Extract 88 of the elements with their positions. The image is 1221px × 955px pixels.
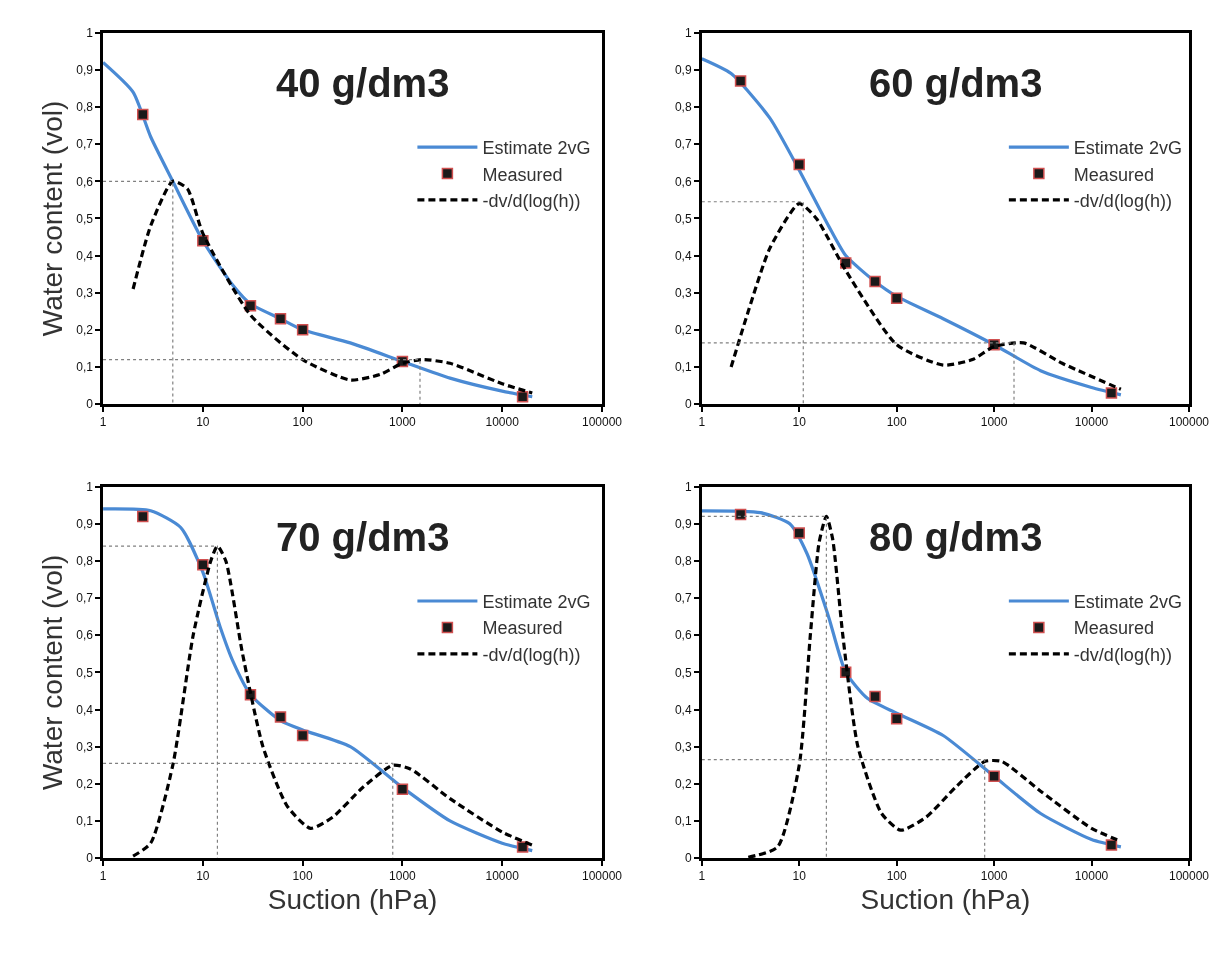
y-tick-label: 1 xyxy=(86,479,94,494)
y-tick-label: 0,3 xyxy=(674,739,692,754)
text: 60 g/dm3 xyxy=(869,61,1043,105)
x-tick-label: 10000 xyxy=(1074,415,1109,430)
y-tick-label: 0,1 xyxy=(674,360,692,375)
y-tick-label: 0,6 xyxy=(76,628,94,643)
y-tick-label: 1 xyxy=(684,479,692,494)
y-tick-label: 0 xyxy=(86,397,94,412)
y-tick-label: 0,5 xyxy=(76,211,94,226)
x-tick-label: 100 xyxy=(886,869,907,884)
legend-label: Estimate 2vG xyxy=(1073,592,1182,613)
x-axis-title: Suction (hPa) xyxy=(860,884,1031,916)
legend-label: Estimate 2vG xyxy=(482,592,591,613)
y-tick-label: 0,1 xyxy=(674,814,692,829)
y-tick-label: 0,5 xyxy=(674,211,692,226)
x-tick-label: 1 xyxy=(698,415,706,430)
x-tick-label: 100 xyxy=(292,869,313,884)
legend-label: Estimate 2vG xyxy=(1073,138,1182,159)
text: 40 g/dm3 xyxy=(276,61,450,105)
legend-label: Measured xyxy=(1073,164,1154,185)
y-tick-label: 1 xyxy=(684,25,692,40)
x-tick-label: 10 xyxy=(196,415,210,430)
x-tick-label: 1 xyxy=(698,869,706,884)
y-tick-label: 0,6 xyxy=(76,174,94,189)
y-tick-label: 0,9 xyxy=(674,517,692,532)
y-tick-label: 0 xyxy=(684,397,692,412)
y-tick-label: 0,3 xyxy=(76,739,94,754)
y-tick-label: 0,9 xyxy=(76,517,94,532)
legend-label: Measured xyxy=(1073,618,1154,639)
y-tick-label: 1 xyxy=(86,25,94,40)
legend-label: Measured xyxy=(482,164,563,185)
y-tick-label: 0,5 xyxy=(76,665,94,680)
y-tick-label: 0 xyxy=(684,851,692,866)
x-axis-title: Suction (hPa) xyxy=(267,884,438,916)
y-tick-label: 0,7 xyxy=(674,591,692,606)
y-tick-label: 0,7 xyxy=(76,137,94,152)
x-tick-label: 100000 xyxy=(581,415,623,430)
x-tick-label: 10 xyxy=(196,869,210,884)
x-tick-label: 1000 xyxy=(980,415,1008,430)
legend-label: -dv/d(log(h)) xyxy=(1073,644,1172,665)
y-tick-label: 0 xyxy=(86,851,94,866)
x-tick-label: 1 xyxy=(99,869,107,884)
x-tick-label: 100000 xyxy=(581,869,623,884)
x-tick-label: 1000 xyxy=(389,415,417,430)
x-tick-label: 10000 xyxy=(485,415,520,430)
x-tick-label: 100 xyxy=(292,415,313,430)
y-tick-label: 0,4 xyxy=(674,248,692,263)
legend-label: Estimate 2vG xyxy=(482,138,591,159)
y-tick-label: 0,2 xyxy=(674,776,692,791)
y-tick-label: 0,4 xyxy=(674,702,692,717)
text: 80 g/dm3 xyxy=(869,515,1043,559)
x-tick-label: 1000 xyxy=(389,869,417,884)
y-tick-label: 0,4 xyxy=(76,702,94,717)
y-tick-label: 0,8 xyxy=(76,554,94,569)
x-tick-label: 100000 xyxy=(1168,415,1210,430)
y-axis-title: Water content (vol) xyxy=(36,554,68,791)
x-tick-label: 10 xyxy=(792,415,807,430)
y-tick-label: 0,6 xyxy=(674,628,692,643)
y-tick-label: 0,4 xyxy=(76,248,94,263)
legend-label: -dv/d(log(h)) xyxy=(482,644,581,665)
legend-label: -dv/d(log(h)) xyxy=(482,190,581,211)
y-tick-label: 0,8 xyxy=(76,100,94,115)
legend-label: -dv/d(log(h)) xyxy=(1073,190,1172,211)
y-tick-label: 0,9 xyxy=(76,63,94,78)
y-tick-label: 0,3 xyxy=(76,285,94,300)
y-tick-label: 0,8 xyxy=(674,100,692,115)
y-tick-label: 0,8 xyxy=(674,554,692,569)
y-tick-label: 0,7 xyxy=(76,591,94,606)
x-tick-label: 100 xyxy=(886,415,907,430)
y-tick-label: 0,2 xyxy=(76,323,94,338)
y-tick-label: 0,1 xyxy=(76,814,94,829)
y-tick-label: 0,3 xyxy=(674,285,692,300)
y-axis-title: Water content (vol) xyxy=(36,100,68,337)
y-tick-label: 0,6 xyxy=(674,174,692,189)
y-tick-label: 0,5 xyxy=(674,665,692,680)
x-tick-label: 10 xyxy=(792,869,807,884)
text: 70 g/dm3 xyxy=(276,515,450,559)
y-tick-label: 0,7 xyxy=(674,137,692,152)
y-tick-label: 0,9 xyxy=(674,63,692,78)
x-tick-label: 1 xyxy=(99,415,107,430)
y-tick-label: 0,2 xyxy=(76,776,94,791)
y-tick-label: 0,2 xyxy=(674,323,692,338)
legend-label: Measured xyxy=(482,618,563,639)
x-tick-label: 10000 xyxy=(1074,869,1109,884)
x-tick-label: 10000 xyxy=(485,869,520,884)
x-tick-label: 100000 xyxy=(1168,869,1210,884)
y-tick-label: 0,1 xyxy=(76,360,94,375)
x-tick-label: 1000 xyxy=(980,869,1008,884)
